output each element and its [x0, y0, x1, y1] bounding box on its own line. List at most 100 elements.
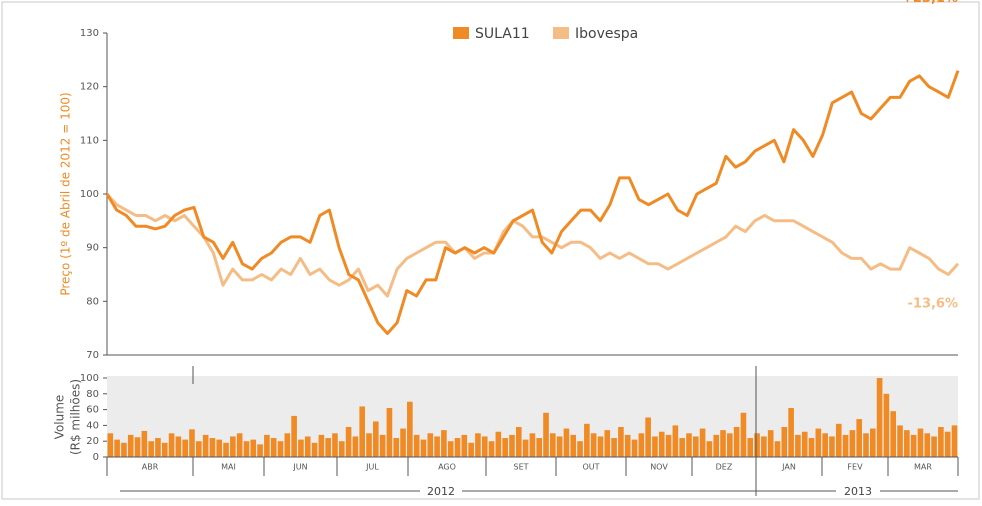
- volume-bar: [631, 439, 638, 457]
- volume-bar: [869, 428, 876, 457]
- y-tick-label: 70: [86, 350, 99, 361]
- volume-bar: [754, 433, 760, 457]
- y-tick-label: 0: [93, 452, 99, 463]
- volume-bar: [767, 430, 774, 457]
- volume-bar: [230, 436, 236, 457]
- volume-bar: [182, 439, 188, 457]
- month-label: FEV: [847, 463, 863, 472]
- volume-bar: [447, 441, 454, 457]
- y-tick-label: 20: [86, 436, 99, 447]
- volume-bar: [257, 444, 263, 457]
- volume-bar: [359, 406, 366, 457]
- series-line: [105, 192, 960, 298]
- volume-bar: [264, 434, 270, 457]
- volume-bar: [291, 415, 297, 457]
- volume-bar: [917, 428, 924, 457]
- volume-bar: [189, 429, 195, 457]
- volume-bar: [318, 434, 325, 457]
- volume-bar: [107, 433, 114, 457]
- volume-bar: [665, 434, 672, 457]
- y-tick-label: 110: [80, 135, 99, 146]
- volume-bar: [781, 426, 788, 457]
- legend-swatch: [453, 27, 469, 39]
- end-annotation: -13,6%: [908, 296, 959, 311]
- volume-bar: [808, 438, 815, 457]
- volume-bar: [788, 408, 794, 457]
- volume-bar: [284, 433, 291, 457]
- volume-bar: [121, 442, 127, 457]
- volume-bar: [407, 401, 413, 457]
- volume-bar: [400, 428, 406, 457]
- volume-bar: [795, 434, 801, 457]
- volume-bar: [849, 430, 856, 457]
- month-label: JUN: [292, 463, 307, 472]
- legend-label: Ibovespa: [575, 26, 638, 42]
- volume-bar: [761, 436, 767, 457]
- legend-label: SULA11: [475, 26, 530, 42]
- month-label: JAN: [781, 463, 796, 472]
- volume-bar: [604, 430, 611, 457]
- month-label: JUL: [365, 463, 379, 472]
- volume-bar: [938, 426, 944, 457]
- volume-bar: [338, 441, 345, 457]
- volume-bar: [475, 433, 481, 457]
- volume-bar: [543, 412, 549, 457]
- volume-bar: [522, 439, 529, 457]
- volume-bar: [611, 438, 617, 457]
- volume-bar: [897, 425, 903, 457]
- y-tick-label: 60: [86, 405, 99, 416]
- volume-bar: [904, 430, 910, 457]
- volume-bar: [597, 436, 604, 457]
- y-axis-label: Preço (1º de Abril de 2012 = 100): [59, 92, 73, 295]
- volume-bar: [304, 436, 311, 457]
- volume-bar: [556, 436, 563, 457]
- month-label: DEZ: [716, 463, 733, 472]
- volume-bar: [652, 436, 658, 457]
- y-tick-label: 80: [86, 296, 99, 307]
- volume-bar: [727, 433, 733, 457]
- volume-bar: [202, 434, 209, 457]
- volume-bar: [311, 442, 318, 457]
- volume-bar: [488, 441, 495, 457]
- volume-bar: [590, 433, 597, 457]
- volume-bar: [468, 442, 474, 457]
- volume-bar: [550, 433, 556, 457]
- legend-swatch: [553, 27, 569, 39]
- volume-bar: [931, 436, 937, 457]
- y-tick-label: 40: [86, 420, 99, 431]
- volume-bar: [413, 434, 420, 457]
- volume-bar: [168, 433, 175, 457]
- volume-bar: [236, 433, 243, 457]
- volume-bar: [216, 439, 223, 457]
- month-label: NOV: [650, 463, 668, 472]
- month-label: OUT: [582, 463, 599, 472]
- y-tick-label: 130: [80, 28, 99, 39]
- volume-bar: [822, 433, 828, 457]
- volume-bar: [883, 393, 890, 457]
- volume-bar: [161, 442, 168, 457]
- volume-bar: [420, 439, 427, 457]
- volume-bar: [325, 438, 331, 457]
- volume-bar: [672, 425, 679, 457]
- volume-bar: [345, 426, 352, 457]
- y-tick-label: 100: [80, 189, 99, 200]
- volume-bar: [509, 434, 515, 457]
- month-label: MAR: [914, 463, 932, 472]
- volume-bar: [454, 438, 461, 457]
- volume-bar: [250, 439, 257, 457]
- volume-bar: [577, 441, 583, 457]
- volume-bar: [679, 438, 685, 457]
- volume-bar: [332, 433, 338, 457]
- volume-bar: [393, 438, 400, 457]
- volume-bar: [298, 439, 304, 457]
- volume-bar: [686, 433, 692, 457]
- volume-bar: [243, 441, 250, 457]
- volume-bar: [461, 434, 468, 457]
- volume-bar: [134, 437, 141, 457]
- volume-bar: [801, 431, 808, 457]
- y-axis-label-2: (R$ milhões): [69, 379, 83, 455]
- volume-bar: [706, 441, 713, 457]
- series-line: [105, 70, 960, 335]
- y-axis-label: Volume: [53, 395, 67, 440]
- volume-bar: [842, 434, 849, 457]
